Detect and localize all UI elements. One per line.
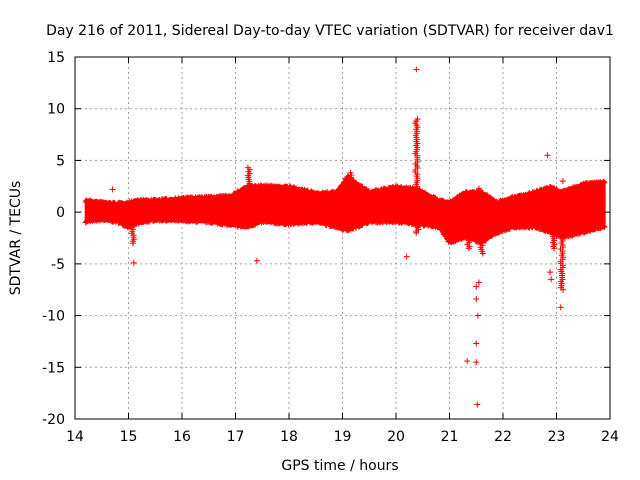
outlier-point <box>474 401 481 408</box>
x-tick-label: 20 <box>387 429 405 445</box>
y-tick-label: 0 <box>56 205 65 221</box>
outlier-point <box>475 185 482 192</box>
outlier-point <box>473 359 480 366</box>
excursion-point <box>465 245 472 252</box>
x-tick-label: 14 <box>66 429 84 445</box>
x-tick-label: 16 <box>173 429 191 445</box>
excursion-point <box>244 164 251 171</box>
excursion-point <box>413 229 420 236</box>
x-tick-label: 24 <box>601 429 619 445</box>
x-tick-label: 17 <box>227 429 245 445</box>
outlier-point <box>413 66 420 73</box>
band-point <box>600 179 607 186</box>
outlier-point <box>544 152 551 159</box>
x-axis-label: GPS time / hours <box>281 458 398 474</box>
band-point <box>341 179 348 186</box>
y-tick-label: -20 <box>42 412 65 428</box>
band-point <box>335 187 342 194</box>
excursion-point <box>414 116 421 123</box>
band-point <box>489 196 496 203</box>
y-tick-label: -15 <box>42 360 65 376</box>
outlier-point <box>473 283 480 290</box>
outlier-point <box>472 235 479 241</box>
y-tick-labels: 15 10 5 0 -5 -10 -15 -20 <box>42 50 65 428</box>
x-tick-label: 21 <box>441 429 459 445</box>
outlier-point <box>473 296 480 303</box>
outlier-point <box>548 276 555 283</box>
band-point <box>600 223 607 230</box>
y-tick-label: 15 <box>47 50 65 66</box>
excursion-point <box>479 250 486 257</box>
band-point <box>340 182 347 189</box>
y-tick-label: -5 <box>51 257 65 273</box>
outlier-point <box>559 178 566 185</box>
x-tick-label: 15 <box>120 429 138 445</box>
outlier-point <box>403 253 410 260</box>
outlier-point <box>464 358 471 365</box>
y-tick-label: 10 <box>47 102 65 118</box>
outlier-point <box>473 340 480 347</box>
y-tick-label: -10 <box>42 309 65 325</box>
y-tick-label: 5 <box>56 153 65 169</box>
band-point <box>439 227 446 234</box>
outlier-point <box>475 279 482 286</box>
band-point <box>600 178 607 185</box>
outlier-point <box>130 259 137 266</box>
outlier-point <box>253 257 260 264</box>
data-points <box>82 66 608 408</box>
x-tick-label: 23 <box>548 429 566 445</box>
excursion-point <box>560 286 567 293</box>
outlier-point <box>109 186 116 193</box>
sdtvar-band <box>84 174 606 245</box>
excursion-point <box>130 240 137 247</box>
excursion-point <box>347 169 354 176</box>
chart-title: Day 216 of 2011, Sidereal Day-to-day VTE… <box>46 23 614 39</box>
x-tick-labels: 14 15 16 17 18 19 20 21 22 23 24 <box>66 429 619 445</box>
excursion-point <box>551 245 558 252</box>
outlier-point <box>474 312 481 319</box>
axis-ticks <box>74 56 611 420</box>
x-tick-label: 19 <box>334 429 352 445</box>
band-point <box>601 179 608 186</box>
x-tick-label: 22 <box>494 429 512 445</box>
x-tick-label: 18 <box>280 429 298 445</box>
y-axis-label: SDTVAR / TECUs <box>8 181 24 296</box>
outlier-point <box>557 304 564 311</box>
outlier-point <box>547 269 554 276</box>
grid-lines <box>75 57 610 419</box>
band-point <box>601 224 608 231</box>
